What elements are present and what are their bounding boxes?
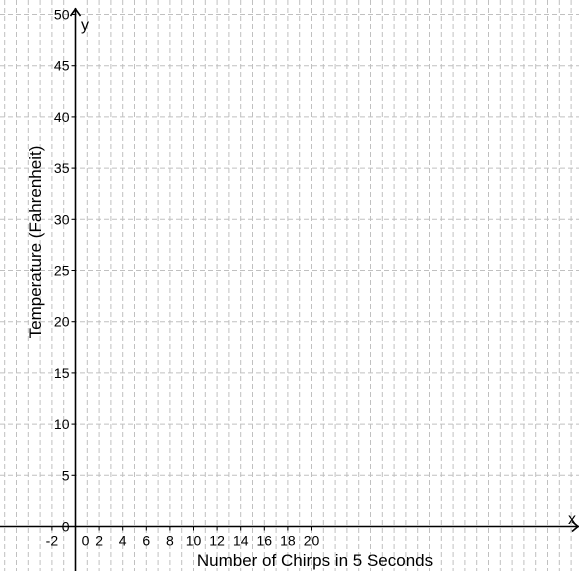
y-tick-label: 10 bbox=[54, 416, 70, 432]
x-tick-label: 12 bbox=[209, 533, 225, 549]
y-tick-label: 40 bbox=[54, 109, 70, 125]
y-axis-name: y bbox=[81, 17, 89, 34]
x-tick-label: 8 bbox=[166, 533, 174, 549]
y-tick-label: 15 bbox=[54, 365, 70, 381]
x-tick-label: 4 bbox=[119, 533, 127, 549]
x-axis-name: x bbox=[568, 511, 576, 528]
y-tick-label: 20 bbox=[54, 314, 70, 330]
x-tick-label: 14 bbox=[233, 533, 249, 549]
tick-labels: -505101520253035404550556065707580859095… bbox=[46, 7, 320, 571]
x-tick-label: 2 bbox=[95, 533, 103, 549]
y-axis-arrow bbox=[69, 7, 82, 17]
x-tick-label: 0 bbox=[82, 533, 90, 549]
y-tick-label: 50 bbox=[54, 7, 70, 23]
y-tick-label: 45 bbox=[54, 58, 70, 74]
x-axis-arrow bbox=[571, 520, 579, 533]
x-tick-label: 10 bbox=[186, 533, 202, 549]
x-tick-label: 18 bbox=[280, 533, 296, 549]
x-tick-label: 20 bbox=[304, 533, 320, 549]
y-tick-label: -5 bbox=[57, 570, 70, 571]
x-tick-label: -2 bbox=[46, 533, 59, 549]
y-tick-label: 25 bbox=[54, 263, 70, 279]
y-tick-label: 35 bbox=[54, 160, 70, 176]
y-tick-label: 0 bbox=[62, 519, 70, 535]
x-tick-label: 16 bbox=[257, 533, 273, 549]
y-axis-title: Temperature (Fahrenheit) bbox=[26, 146, 45, 339]
x-tick-label: 6 bbox=[142, 533, 150, 549]
x-axis-title: Number of Chirps in 5 Seconds bbox=[197, 551, 433, 570]
y-tick-label: 30 bbox=[54, 211, 70, 227]
y-tick-label: 5 bbox=[62, 467, 70, 483]
